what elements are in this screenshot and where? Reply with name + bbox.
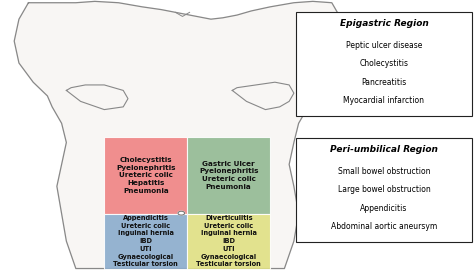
FancyBboxPatch shape: [296, 138, 472, 242]
Text: Diverticulitis
Ureteric colic
Inguinal hernia
IBD
UTI
Gynaecological
Testicular : Diverticulitis Ureteric colic Inguinal h…: [196, 215, 261, 267]
Text: Appendicitis: Appendicitis: [360, 204, 408, 213]
Text: Large bowel obstruction: Large bowel obstruction: [337, 185, 430, 195]
Text: Pancreatitis: Pancreatitis: [361, 78, 407, 87]
Bar: [187, 214, 270, 269]
Text: Cholecystitis
Pyelonephritis
Ureteric colic
Hepatitis
Pneumonia: Cholecystitis Pyelonephritis Ureteric co…: [116, 157, 175, 194]
Text: Appendicitis
Ureteric colic
Inguinal hernia
IBD
UTI
Gynaecological
Testicular to: Appendicitis Ureteric colic Inguinal her…: [113, 215, 178, 267]
Text: Peptic ulcer disease: Peptic ulcer disease: [346, 41, 422, 50]
Text: Cholecystitis: Cholecystitis: [359, 59, 409, 68]
Text: Myocardial infarction: Myocardial infarction: [344, 96, 424, 105]
Bar: [104, 137, 187, 214]
Circle shape: [178, 211, 185, 215]
Text: Small bowel obstruction: Small bowel obstruction: [337, 167, 430, 176]
Bar: [187, 137, 270, 214]
Text: Gastric Ulcer
Pyelonephritis
Ureteric colic
Pneumonia: Gastric Ulcer Pyelonephritis Ureteric co…: [199, 161, 258, 190]
Text: Peri-umbilical Region: Peri-umbilical Region: [330, 145, 438, 154]
Text: Abdominal aortic aneursym: Abdominal aortic aneursym: [331, 222, 437, 231]
Text: Epigastric Region: Epigastric Region: [339, 19, 428, 28]
Bar: [104, 214, 187, 269]
FancyBboxPatch shape: [296, 12, 472, 116]
Polygon shape: [14, 1, 346, 269]
